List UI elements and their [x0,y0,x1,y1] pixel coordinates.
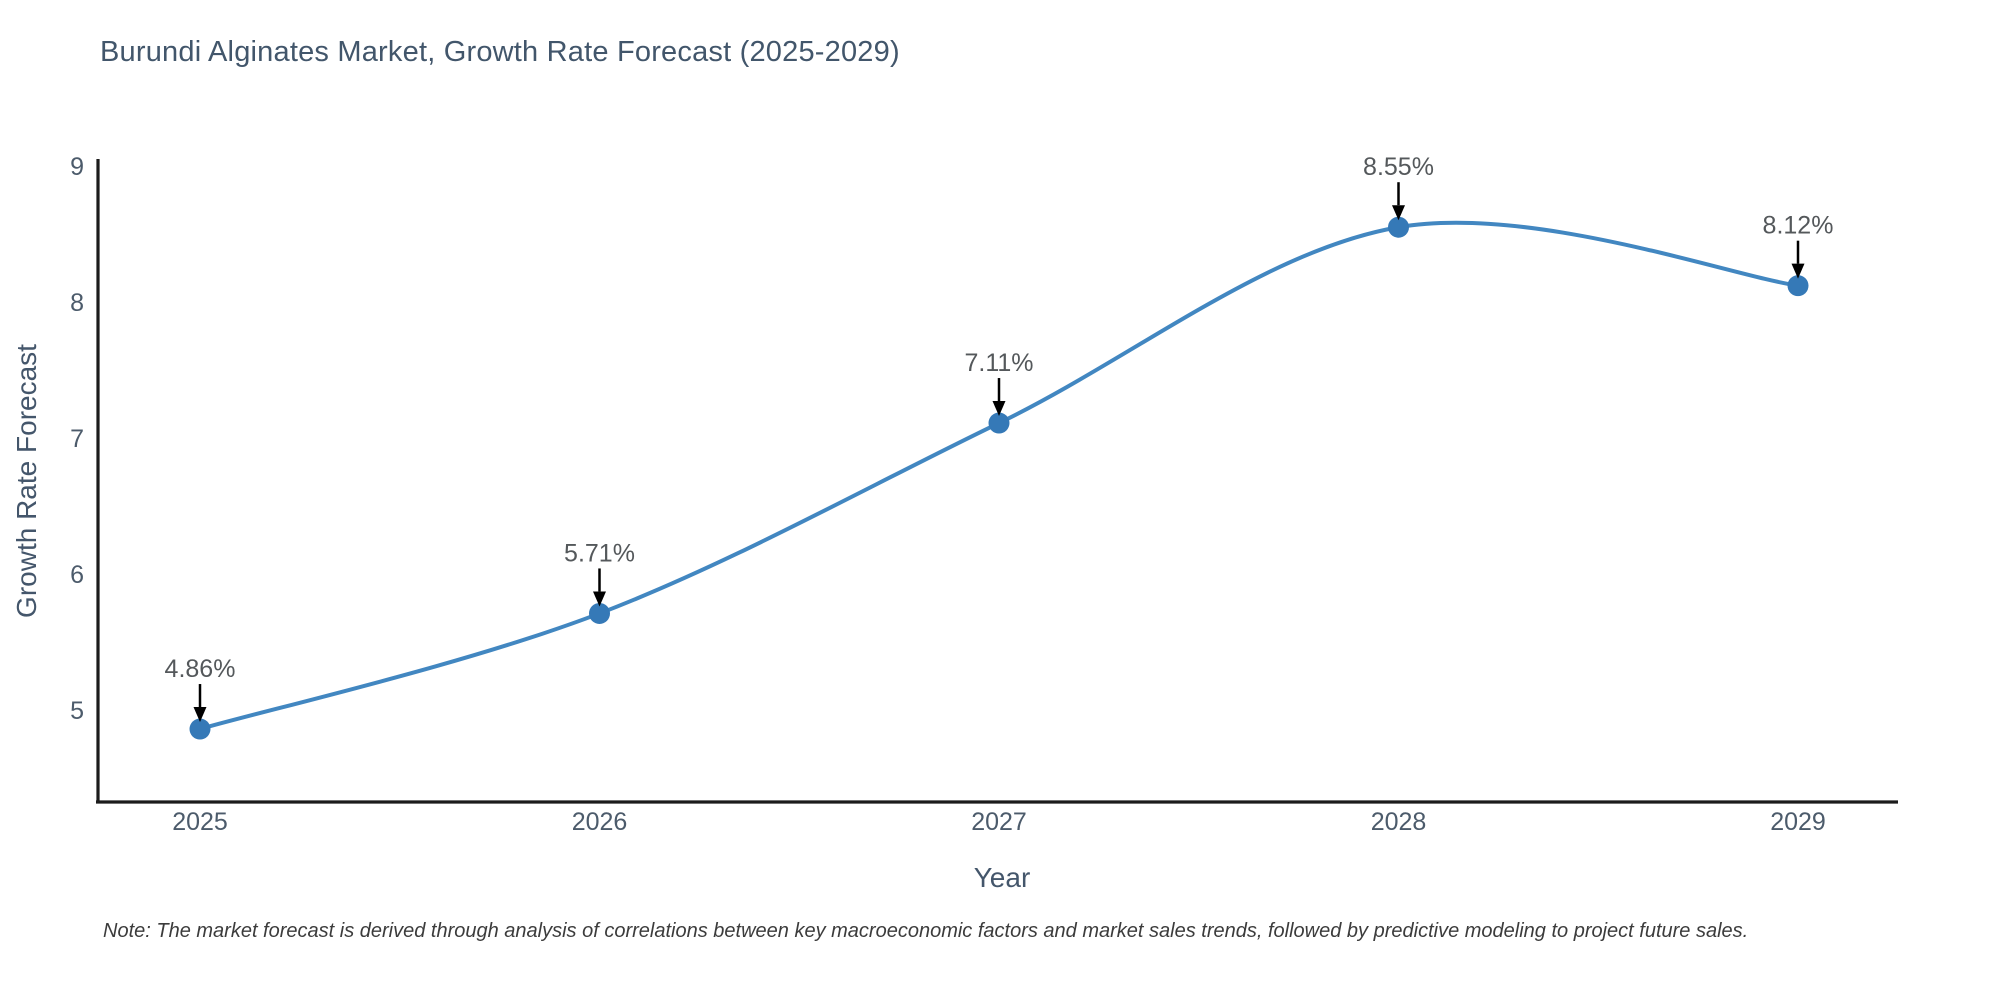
forecast-line [198,220,1800,732]
data-point-marker[interactable] [189,718,211,740]
x-tick-label: 2027 [971,808,1027,836]
x-tick-label: 2028 [1371,808,1427,836]
annotation-label: 8.12% [1763,212,1834,240]
y-tick-label: 6 [70,561,84,589]
annotation-arrowhead [193,707,207,723]
x-tick-label: 2029 [1770,808,1826,836]
y-tick-label: 5 [70,697,84,725]
y-tick-label: 7 [70,425,84,453]
annotation-arrowhead [1392,205,1405,221]
x-tick-label: 2025 [172,808,228,836]
data-point-marker[interactable] [988,412,1010,434]
plot-area: 5 6 7 8 9 2025 2026 2027 2028 2029 4.86% 5.71% 7.11%… [70,153,1898,836]
data-point-marker[interactable] [1388,216,1409,238]
annotation-arrowhead [992,401,1006,417]
annotation-label: 4.86% [165,655,236,683]
annotation-label: 8.55% [1363,153,1434,181]
y-tick-label: 9 [70,153,84,181]
annotation-arrowhead [1791,263,1805,279]
y-tick-label: 8 [70,289,84,317]
x-tick-label: 2026 [572,808,628,836]
x-axis-title: Year [974,862,1031,893]
chart-title: Burundi Alginates Market, Growth Rate Fo… [100,36,900,68]
annotation-arrowhead [593,591,606,607]
y-axis-title-group: Growth Rate Forecast [11,344,42,618]
annotation-label: 5.71% [564,539,635,567]
y-axis-title: Growth Rate Forecast [11,344,42,618]
chart-note: Note: The market forecast is derived thr… [103,920,1749,942]
annotation-label: 7.11% [964,349,1033,377]
data-point-marker[interactable] [1787,275,1809,297]
data-point-marker[interactable] [589,602,610,624]
